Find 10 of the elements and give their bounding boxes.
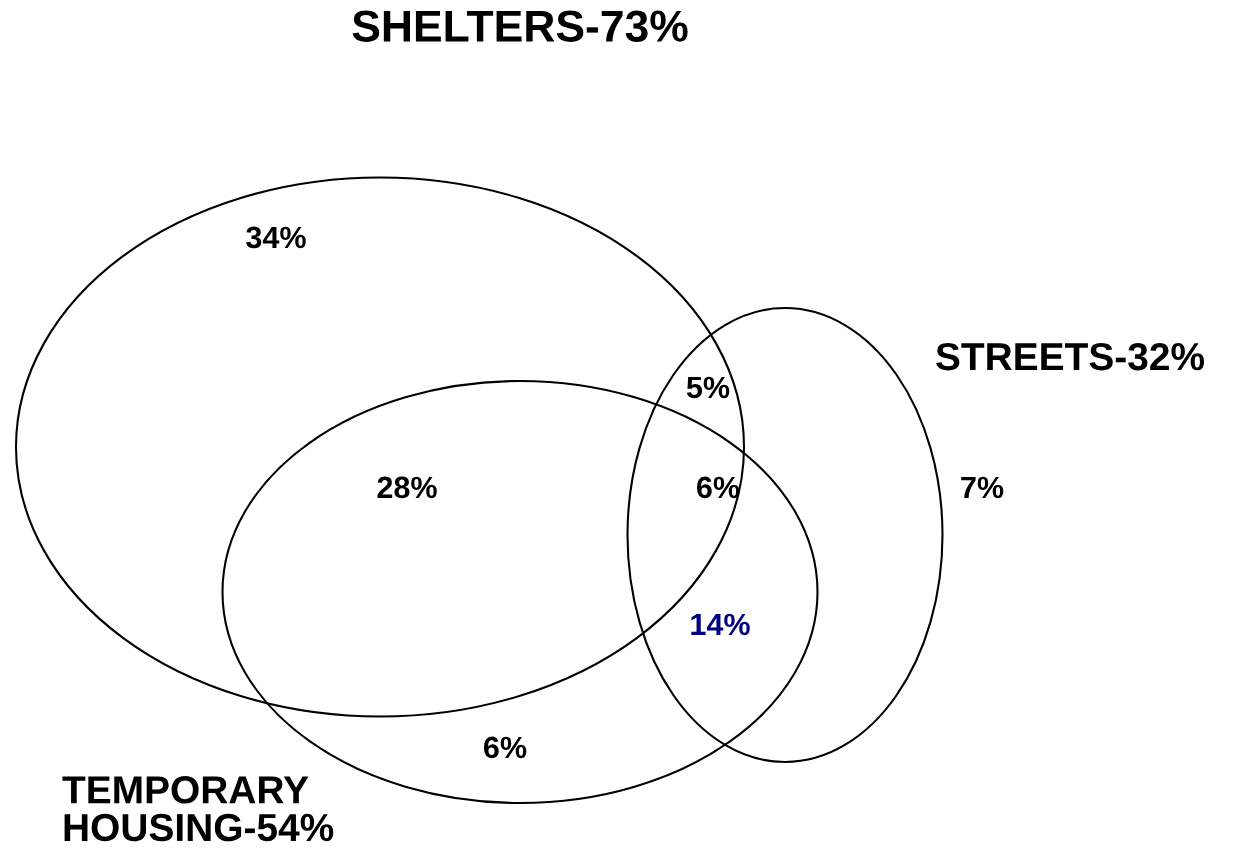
text: SHELTERS-73% [352, 10, 688, 42]
data-label: 7% [961, 476, 1004, 499]
text: TEMPORARY HOUSING-54% [62, 776, 334, 842]
data-label: 34% [246, 226, 306, 249]
data-label: 28% [377, 476, 437, 499]
data-label: 6% [697, 476, 740, 499]
data-label: 5% [686, 376, 730, 399]
data-label: 14% [691, 613, 750, 636]
text: STREETS-32% [936, 342, 1205, 371]
data-label: 6% [484, 736, 527, 759]
